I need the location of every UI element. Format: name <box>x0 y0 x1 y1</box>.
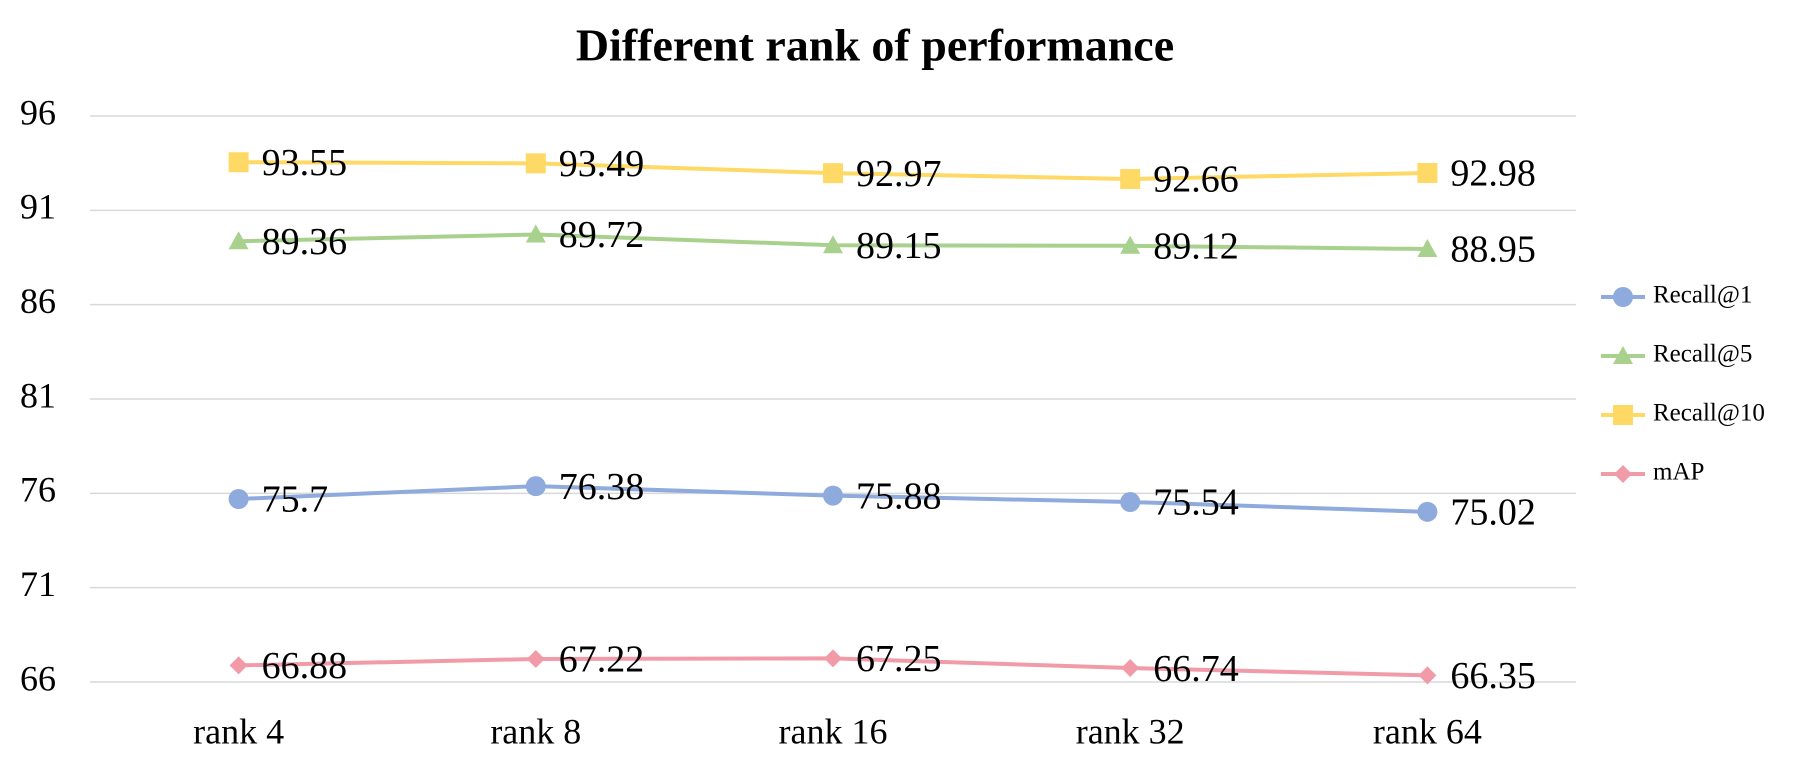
marker <box>525 224 546 243</box>
marker <box>823 163 843 184</box>
x-tick-label: rank 64 <box>1373 711 1482 751</box>
marker <box>228 231 249 250</box>
marker <box>1120 235 1141 254</box>
x-tick-label: rank 16 <box>779 711 888 751</box>
data-label: 93.55 <box>262 142 348 184</box>
data-label: 66.74 <box>1153 648 1239 690</box>
marker <box>1418 666 1437 685</box>
data-label: 92.98 <box>1450 153 1536 195</box>
data-label: 75.7 <box>262 479 329 521</box>
legend-label: Recall@10 <box>1653 400 1765 427</box>
data-label: 75.02 <box>1450 492 1536 534</box>
marker <box>228 152 249 173</box>
data-label: 75.88 <box>856 475 942 517</box>
marker <box>1613 405 1633 425</box>
x-tick-label: rank 32 <box>1076 711 1185 751</box>
marker <box>824 649 842 668</box>
data-label: 93.49 <box>559 143 645 185</box>
marker <box>1613 346 1633 364</box>
y-tick-label: 86 <box>20 281 56 321</box>
x-tick-label: rank 8 <box>490 711 581 751</box>
data-label: 67.25 <box>856 638 942 680</box>
marker <box>1417 239 1438 258</box>
data-label: 89.12 <box>1153 226 1239 268</box>
legend-label: Recall@1 <box>1653 282 1752 309</box>
y-tick-label: 76 <box>20 470 56 510</box>
chart-title: Different rank of performance <box>576 20 1174 71</box>
marker <box>525 153 546 174</box>
legend-label: Recall@5 <box>1653 341 1752 368</box>
marker <box>526 649 545 668</box>
data-label: 92.66 <box>1153 159 1239 201</box>
data-label: 89.15 <box>856 225 942 267</box>
data-label: 92.97 <box>856 153 942 195</box>
data-label: 67.22 <box>559 639 645 681</box>
marker <box>1120 169 1141 190</box>
y-tick-label: 71 <box>20 564 56 604</box>
data-label: 66.35 <box>1450 655 1536 697</box>
y-tick-label: 96 <box>20 92 56 132</box>
marker <box>823 235 843 254</box>
y-tick-label: 91 <box>20 187 56 227</box>
marker <box>1614 465 1632 483</box>
data-label: 89.72 <box>559 214 645 256</box>
y-tick-label: 81 <box>20 375 56 415</box>
marker <box>823 485 843 506</box>
marker <box>1417 162 1438 183</box>
marker <box>228 488 249 509</box>
data-label: 88.95 <box>1450 229 1536 271</box>
data-label: 89.36 <box>262 221 348 263</box>
marker <box>1417 501 1438 522</box>
data-label: 75.54 <box>1153 482 1239 524</box>
marker <box>1613 287 1633 307</box>
x-tick-label: rank 4 <box>193 711 284 751</box>
marker <box>229 656 248 675</box>
y-tick-label: 66 <box>20 658 56 698</box>
data-label: 66.88 <box>262 645 348 687</box>
marker <box>1121 659 1140 678</box>
data-label: 76.38 <box>559 466 645 508</box>
marker <box>525 476 546 497</box>
marker <box>1120 492 1141 513</box>
legend-label: mAP <box>1653 459 1704 486</box>
